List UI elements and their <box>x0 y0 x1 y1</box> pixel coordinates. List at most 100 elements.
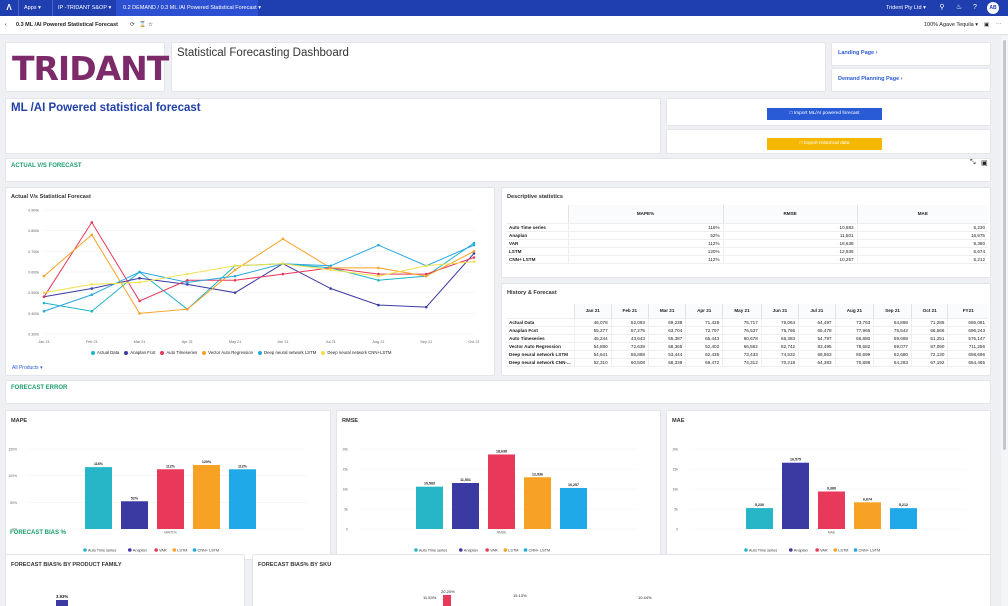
table-cell: 52,310 <box>573 358 612 367</box>
table-cell: 66,562 <box>722 342 762 351</box>
table-cell: 12,936 <box>722 247 858 256</box>
table-cell: 55,277 <box>573 326 612 335</box>
bar <box>818 491 845 529</box>
section-actual-heading: ACTUAL V/S FORECAST <box>11 163 82 169</box>
chevron-down-icon: ▾ <box>975 22 979 28</box>
legend-swatch <box>789 548 793 552</box>
share-icon[interactable]: ⌛ <box>139 22 146 28</box>
landing-page-link[interactable]: Landing Page › <box>838 50 878 56</box>
comment-icon[interactable]: ▣ <box>984 22 990 28</box>
table-cell: 5,230 <box>856 223 988 232</box>
scrollbar-thumb[interactable] <box>1003 40 1006 450</box>
table-cell: 9,380 <box>856 239 988 248</box>
table-cell: 59,688 <box>873 334 912 343</box>
bar-data-label: 10,257 <box>568 483 579 487</box>
data-point <box>90 233 94 237</box>
descriptive-card: Descriptive statistics MAPE% RMSE MAE Auto … <box>501 187 991 278</box>
apps-menu[interactable]: Apps ▾ <box>24 0 41 16</box>
bell-icon[interactable]: ♨ <box>955 4 963 11</box>
back-arrow-icon[interactable]: ‹ <box>5 22 7 28</box>
y-tick-label: 50% <box>10 501 17 505</box>
file-icon: □ <box>789 111 793 116</box>
refresh-icon[interactable]: ⟳ <box>130 22 135 28</box>
product-filter[interactable]: All Products ▾ <box>12 365 43 371</box>
import-label: Import ML/AI powered forecast <box>793 111 860 116</box>
table-cell: 5,212 <box>856 255 988 264</box>
bar <box>746 508 773 529</box>
bias-sku-card: FORECAST BIAS% BY SKU 11.53% 20.20% 15.1… <box>252 554 991 606</box>
page-scrollbar[interactable] <box>1001 36 1008 606</box>
context-selector[interactable]: 100% Agave Tequila ▾ <box>924 16 978 35</box>
chevron-down-icon: ▾ <box>923 5 926 11</box>
mae-title: MAE <box>672 418 685 424</box>
import-forecast-button[interactable]: □ Import ML/AI powered forecast <box>767 108 882 120</box>
table-cell: 54,880 <box>573 342 612 351</box>
comment-icon[interactable]: ▣ <box>981 160 988 167</box>
data-point <box>90 293 94 297</box>
table-row: Anaplan 52% 11,501 16,575 <box>506 231 988 240</box>
table-cell: 70,898 <box>834 358 874 367</box>
bias-sku-label: 15.13% <box>513 593 527 598</box>
anaplan-logo-icon[interactable]: Λ <box>6 3 12 12</box>
line-chart-legend: Actual Data Anaplan Fcst Auto Timeseries Ve… <box>86 350 391 355</box>
data-point <box>377 272 380 276</box>
data-point <box>424 305 428 309</box>
data-point <box>424 264 428 268</box>
table-cell: 58,365 <box>647 342 686 351</box>
bar <box>121 501 148 529</box>
table-cell: 62,435 <box>685 350 723 359</box>
table-header-cell: Aug 21 <box>834 304 874 319</box>
bias-family-title: FORECAST BIAS% BY PRODUCT FAMILY <box>11 562 122 568</box>
demand-planning-link[interactable]: Demand Planning Page › <box>838 76 903 82</box>
page-title: 0.3 ML /AI Powered Statistical Forecast <box>16 22 118 28</box>
table-cell: 60,678 <box>722 334 762 343</box>
y-tick-label: 0.900k <box>28 209 39 213</box>
dashboard-title: Statistical Forecasting Dashboard <box>177 47 349 59</box>
x-tick-label: Mar 21 <box>134 340 146 344</box>
star-icon[interactable]: ☆ <box>148 22 153 28</box>
company-menu[interactable]: Trident Pty Ltd ▾ <box>886 0 926 16</box>
table-cell: 55,387 <box>647 334 686 343</box>
row-label: VAR <box>506 239 568 248</box>
y-tick-label: 0.500k <box>28 291 39 295</box>
search-icon[interactable]: ⚲ <box>939 4 945 11</box>
table-cell: 112% <box>567 239 724 248</box>
legend-label: Deep neural network CNN+LSTM <box>327 350 392 355</box>
help-icon[interactable]: ? <box>973 4 977 11</box>
table-cell: 45,244 <box>573 334 612 343</box>
expand-icon[interactable]: ⤡ <box>970 159 976 166</box>
landing-card: Landing Page › <box>831 42 991 66</box>
data-point <box>233 268 237 272</box>
line-chart-title: Actual V/s Statistical Forecast <box>11 194 91 200</box>
x-tick-label: Jul 21 <box>326 340 336 344</box>
export-historical-button[interactable]: □ Export Historical data <box>767 138 882 150</box>
legend-swatch <box>414 548 418 552</box>
table-cell: 711,256 <box>947 342 988 351</box>
model-menu[interactable]: IP -TRIDANT S&OP ▾ <box>58 0 111 16</box>
table-header-cell <box>506 304 575 319</box>
more-icon[interactable]: ⋯ <box>996 22 1002 28</box>
mape-card: MAPE 150% 100% 50% 0% 116% 52% 112% 120% 112% MAPE… <box>5 410 331 560</box>
bar-data-label: 12,936 <box>532 472 543 476</box>
row-label: Auto Time series <box>506 223 568 232</box>
table-header-row: Jan 21 Feb 21 Mar 21 Apr 21 May 21 Jun 21 Jul … <box>506 304 988 319</box>
bar <box>890 508 917 529</box>
history-card: History & Forecast Jan 21 Feb 21 Mar 21 Apr… <box>501 283 991 376</box>
table-header-row: MAPE% RMSE MAE <box>506 205 988 224</box>
rmse-bar-chart: 20k 15k 10k 5k 0 10,583 11,501 18,638 12,936 10,2… <box>343 448 637 553</box>
bar <box>157 469 184 529</box>
table-header-cell: MAE <box>856 205 988 224</box>
avatar[interactable]: AB <box>987 2 999 14</box>
table-cell: 74,532 <box>760 350 799 359</box>
table-cell: 54,641 <box>573 350 612 359</box>
page-menu[interactable]: 0.2 DEMAND / 0.3 ML /AI Powered Statisti… <box>116 0 261 16</box>
data-point <box>329 264 332 268</box>
table-row: CNN+ LSTM 112% 10,257 5,212 <box>506 255 988 264</box>
table-header-cell: FY21 <box>947 304 988 319</box>
table-cell: 75,766 <box>760 326 799 335</box>
legend-swatch <box>91 350 95 355</box>
data-point <box>281 237 285 241</box>
chevron-down-icon: ▾ <box>108 5 112 11</box>
table-cell: 53,444 <box>647 350 686 359</box>
export-label: Export Historical data <box>803 141 850 146</box>
